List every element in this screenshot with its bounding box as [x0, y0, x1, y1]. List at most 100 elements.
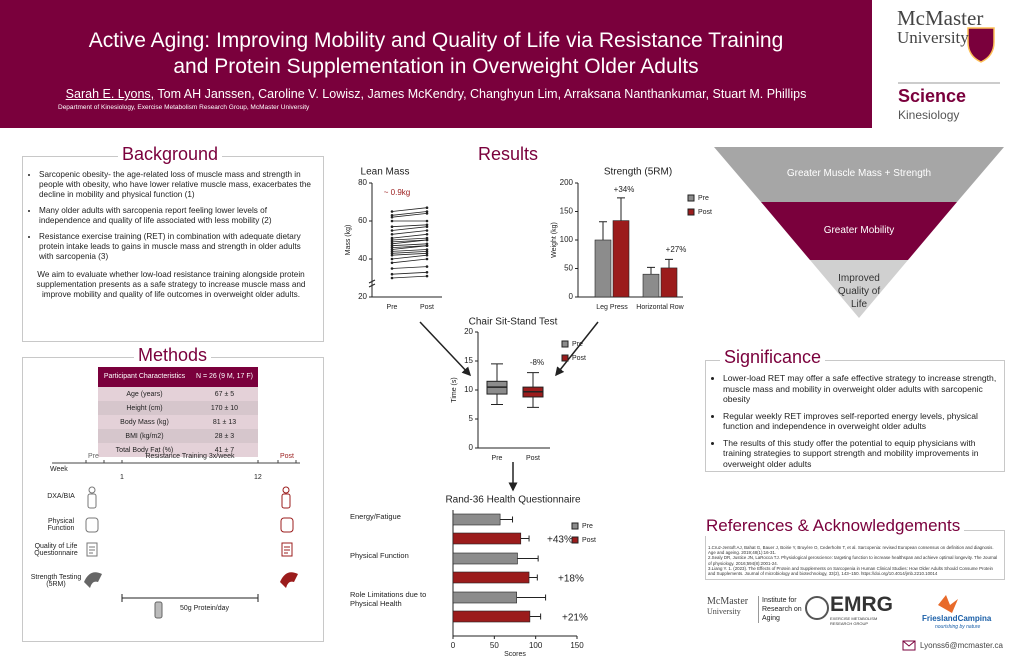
- subject-point: [425, 229, 429, 232]
- whisker: [527, 372, 539, 388]
- logo-line: McMaster: [897, 6, 984, 30]
- subject-point: [390, 246, 394, 249]
- x-tick-label: Horizontal Row: [636, 304, 684, 311]
- subject-point: [425, 253, 429, 257]
- email-icon: [902, 640, 916, 647]
- funnel-bottom: [810, 260, 908, 318]
- subject-point: [425, 223, 429, 227]
- subject-point: [390, 253, 394, 257]
- legend-label: Post: [582, 537, 596, 544]
- category-label-box: Role Limitations due to Physical Health: [350, 590, 427, 608]
- subject-point: [390, 215, 394, 219]
- subject-point: [425, 242, 429, 246]
- coauthors: Tom AH Janssen, Caroline V. Lowisz, Jame…: [157, 87, 807, 101]
- subject-point: [390, 219, 394, 223]
- legend-swatch: [571, 522, 579, 530]
- row: BMI (kg/m2) 28 ± 3: [98, 429, 258, 443]
- outcome: Improved Quality of Life: [837, 273, 881, 310]
- bar: [452, 571, 530, 584]
- row: Total Body Fat (%) 41 ± 7: [98, 443, 258, 457]
- subject-point: [390, 261, 394, 265]
- arrow: [419, 321, 472, 377]
- error-bar: [529, 574, 538, 581]
- week-start: 1: [120, 474, 124, 481]
- crest: [967, 27, 995, 63]
- logo-line: McMaster: [707, 596, 749, 607]
- y-tick-label: 60: [358, 216, 367, 225]
- whisker: [491, 394, 503, 405]
- arrow: [555, 321, 599, 377]
- week-end: 12: [254, 474, 262, 481]
- annotation: +34%: [614, 185, 635, 194]
- subject-line: [391, 271, 428, 275]
- section-heading: Background: [118, 144, 223, 165]
- error-bar: [517, 555, 539, 562]
- y-tick-label: 20: [358, 292, 367, 301]
- friesland-tag: nourishing by nature: [935, 624, 981, 630]
- error-bar: [516, 594, 547, 601]
- cell: 67 ± 5: [190, 387, 258, 401]
- subject-point: [425, 248, 429, 251]
- subject-line: [391, 251, 428, 254]
- significance-text: Lower-load RET may offer a safe effectiv…: [712, 373, 998, 475]
- x-tick-label: 100: [529, 641, 543, 650]
- department: Kinesiology: [898, 108, 960, 122]
- subject-point: [390, 238, 394, 242]
- annotation: +21%: [562, 613, 588, 624]
- y-tick-label: 100: [560, 235, 574, 244]
- reference: 1.Cruz-Jentoft AJ, Bahat G, Bauer J, Boi…: [708, 545, 994, 556]
- post-label: Post: [280, 453, 295, 460]
- section-heading: Results: [478, 144, 539, 164]
- y-tick-label: 0: [569, 292, 574, 301]
- chart-title: Chair Sit-Stand Test: [469, 317, 558, 328]
- protein-ends: [121, 594, 259, 602]
- section-heading: Significance: [720, 347, 826, 368]
- y-tick-label: Role Limitations due to Physical Health: [350, 590, 427, 608]
- y-tick-label: 0: [469, 443, 474, 452]
- error-bar: [500, 516, 514, 523]
- cell: Total Body Fat (%): [98, 443, 191, 457]
- subject-line: [391, 249, 428, 252]
- subject-point: [425, 252, 429, 255]
- cell: 81 ± 13: [190, 415, 258, 429]
- subject-point: [390, 210, 394, 213]
- x-tick-label: 50: [490, 641, 499, 650]
- subject-point: [390, 225, 394, 228]
- subject-point: [390, 257, 394, 261]
- bullet: Resistance exercise training (RET) in co…: [39, 232, 314, 262]
- subject-point: [425, 238, 429, 242]
- y-tick-label: 50: [564, 264, 573, 273]
- subject-point: [390, 240, 394, 244]
- subject-line: [391, 207, 428, 212]
- supplement: 50g Protein/day: [180, 605, 230, 612]
- affiliation: Department of Kinesiology, Exercise Meta…: [58, 104, 310, 111]
- subject-point: [425, 265, 429, 268]
- bar: [660, 267, 678, 298]
- legend-swatch: [687, 194, 695, 202]
- subject-point: [390, 252, 394, 255]
- subject-line: [391, 254, 428, 260]
- assessment: Physical Function: [47, 518, 75, 532]
- bar: [612, 220, 630, 298]
- bar: [452, 552, 518, 565]
- outcome: Greater Mobility: [823, 225, 895, 236]
- week-label: Week: [50, 466, 68, 473]
- cell: 28 ± 3: [190, 429, 258, 443]
- subject-point: [425, 274, 429, 278]
- title-line: Active Aging: Improving Mobility and Qua…: [88, 29, 784, 52]
- y-tick-label: 80: [358, 178, 367, 187]
- subject-line: [391, 252, 428, 256]
- subject-point: [390, 242, 394, 246]
- error-bar: [617, 197, 625, 221]
- subject-line: [391, 224, 428, 228]
- y-tick-label: 40: [358, 254, 367, 263]
- annotation: ~ 0.9kg: [384, 188, 410, 197]
- error-bar: [665, 258, 673, 268]
- row: Age (years) 67 ± 5: [98, 387, 258, 401]
- bullet: Many older adults with sarcopenia report…: [39, 206, 314, 226]
- y-tick-label: Energy/Fatigue: [350, 512, 401, 521]
- subject-point: [425, 244, 429, 247]
- annotation: +18%: [558, 574, 584, 585]
- cell: BMI (kg/m2): [98, 429, 191, 443]
